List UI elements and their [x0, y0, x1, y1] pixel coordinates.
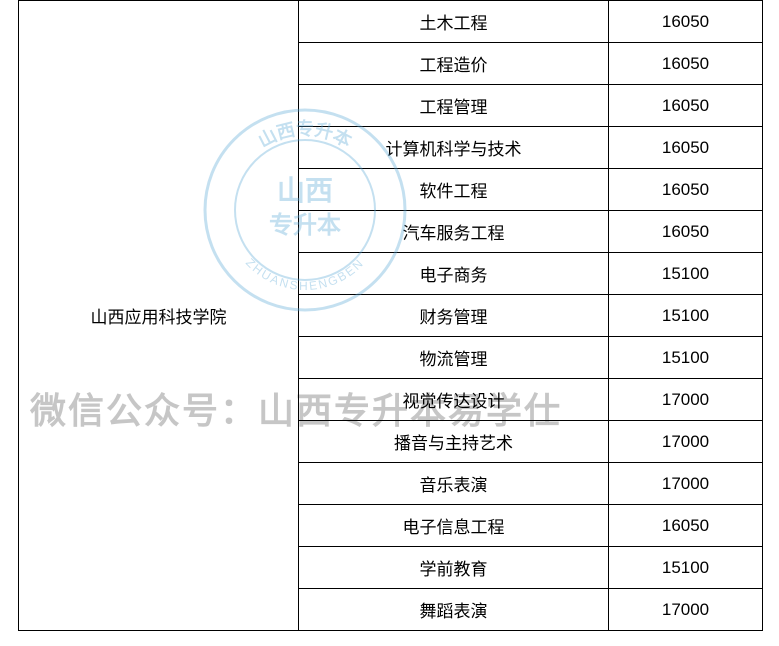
major-cell: 电子信息工程	[299, 505, 609, 547]
fee-cell: 15100	[609, 337, 763, 379]
major-cell: 音乐表演	[299, 463, 609, 505]
major-cell: 软件工程	[299, 169, 609, 211]
school-cell: 山西应用科技学院	[19, 1, 299, 631]
fee-cell: 16050	[609, 211, 763, 253]
fee-cell: 16050	[609, 505, 763, 547]
major-cell: 工程管理	[299, 85, 609, 127]
major-cell: 工程造价	[299, 43, 609, 85]
fee-cell: 17000	[609, 421, 763, 463]
major-cell: 汽车服务工程	[299, 211, 609, 253]
major-cell: 学前教育	[299, 547, 609, 589]
fee-cell: 17000	[609, 589, 763, 631]
major-cell: 电子商务	[299, 253, 609, 295]
major-cell: 播音与主持艺术	[299, 421, 609, 463]
major-cell: 计算机科学与技术	[299, 127, 609, 169]
fee-cell: 15100	[609, 253, 763, 295]
fee-cell: 16050	[609, 1, 763, 43]
fee-table-container: 山西应用科技学院 土木工程 16050 工程造价 16050 工程管理 1605…	[18, 0, 762, 631]
fee-cell: 16050	[609, 127, 763, 169]
table-row: 山西应用科技学院 土木工程 16050	[19, 1, 763, 43]
fee-cell: 15100	[609, 295, 763, 337]
fee-cell: 15100	[609, 547, 763, 589]
major-cell: 财务管理	[299, 295, 609, 337]
fee-table: 山西应用科技学院 土木工程 16050 工程造价 16050 工程管理 1605…	[18, 0, 763, 631]
fee-cell: 16050	[609, 85, 763, 127]
fee-cell: 17000	[609, 379, 763, 421]
major-cell: 视觉传达设计	[299, 379, 609, 421]
fee-cell: 16050	[609, 43, 763, 85]
major-cell: 土木工程	[299, 1, 609, 43]
fee-cell: 17000	[609, 463, 763, 505]
fee-cell: 16050	[609, 169, 763, 211]
major-cell: 物流管理	[299, 337, 609, 379]
major-cell: 舞蹈表演	[299, 589, 609, 631]
